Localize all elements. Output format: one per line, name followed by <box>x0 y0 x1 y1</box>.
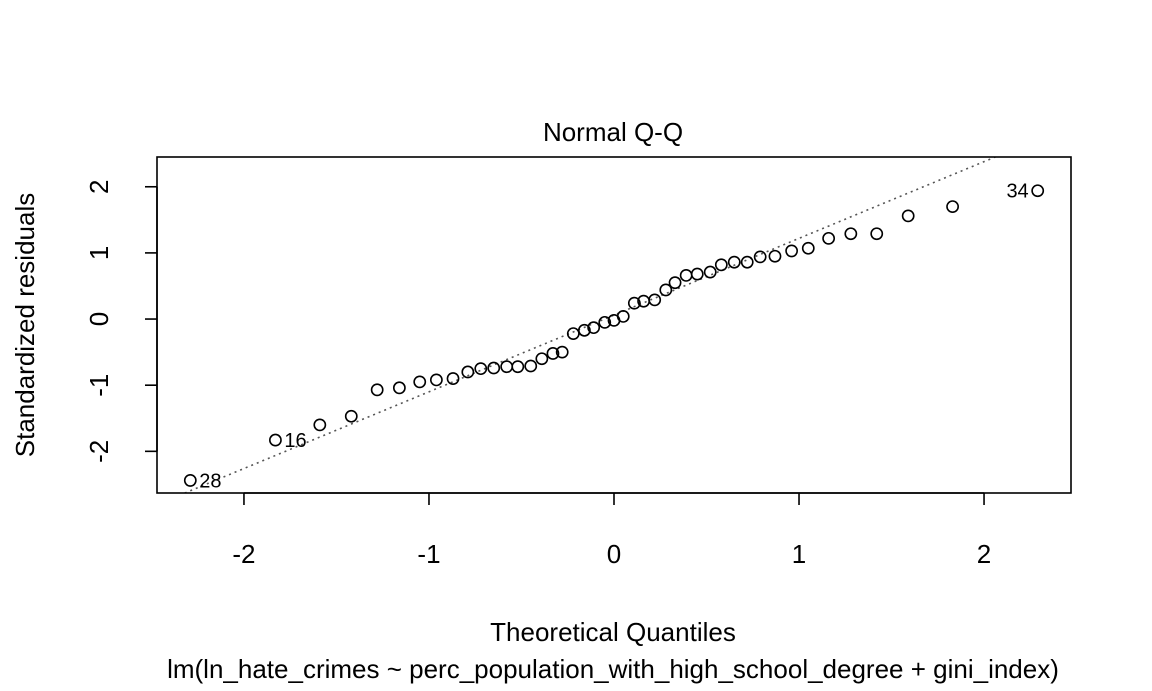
data-point <box>566 327 580 340</box>
data-point <box>555 345 569 359</box>
data-point <box>659 283 673 297</box>
data-point <box>269 433 282 447</box>
data-point <box>844 227 858 241</box>
data-point <box>870 227 884 241</box>
y-axis-label: Standardized residuals <box>10 193 40 458</box>
data-point <box>413 375 427 389</box>
x-axis-label: Theoretical Quantiles <box>490 617 736 647</box>
data-point <box>946 200 959 214</box>
plot-area: 28 16 34 <box>182 157 1045 493</box>
data-point <box>679 268 693 282</box>
data-point <box>740 255 754 269</box>
data-point <box>535 352 549 366</box>
data-point <box>768 249 782 263</box>
y-tick-label: 0 <box>84 312 114 326</box>
data-point <box>370 383 384 397</box>
data-point <box>546 347 560 360</box>
chart-title: Normal Q-Q <box>543 117 683 147</box>
y-tick-label: -1 <box>84 374 114 397</box>
data-point <box>648 293 662 307</box>
data-point <box>446 372 460 385</box>
x-tick-label: -1 <box>417 539 440 569</box>
data-point <box>392 381 406 395</box>
data-point <box>690 267 704 281</box>
data-point <box>429 373 443 387</box>
data-point <box>524 359 538 373</box>
data-point <box>668 276 682 290</box>
data-point <box>785 244 799 258</box>
x-tick-label: 1 <box>792 539 806 569</box>
y-tick-label: 2 <box>84 180 114 194</box>
data-point <box>801 241 815 255</box>
data-point <box>511 360 525 374</box>
x-tick-label: -2 <box>232 539 255 569</box>
data-point <box>1031 184 1045 198</box>
data-point <box>313 418 327 432</box>
data-point <box>500 360 514 374</box>
data-point <box>487 361 501 375</box>
data-point <box>627 296 641 310</box>
y-tick-label: 1 <box>84 246 114 260</box>
x-tick-label: 0 <box>607 539 621 569</box>
data-point <box>577 323 591 337</box>
x-axis: -2 -1 0 1 2 <box>232 492 991 569</box>
data-point <box>344 409 358 423</box>
point-label: 16 <box>284 430 306 452</box>
data-point <box>598 315 612 329</box>
data-point <box>461 365 475 379</box>
y-tick-label: -2 <box>84 440 114 463</box>
data-point <box>901 209 915 223</box>
data-point <box>587 321 601 335</box>
data-point <box>727 255 741 269</box>
point-label: 28 <box>199 470 221 492</box>
model-formula: lm(ln_hate_crimes ~ perc_population_with… <box>167 654 1059 684</box>
x-tick-label: 2 <box>977 539 991 569</box>
data-point <box>753 250 767 264</box>
data-point <box>474 362 488 376</box>
data-point <box>714 258 728 272</box>
data-point <box>703 265 717 279</box>
point-label: 34 <box>1006 181 1028 203</box>
data-point <box>616 310 630 323</box>
data-point <box>183 474 197 487</box>
data-point <box>822 231 836 245</box>
y-axis: -2 -1 0 1 2 <box>84 180 158 463</box>
